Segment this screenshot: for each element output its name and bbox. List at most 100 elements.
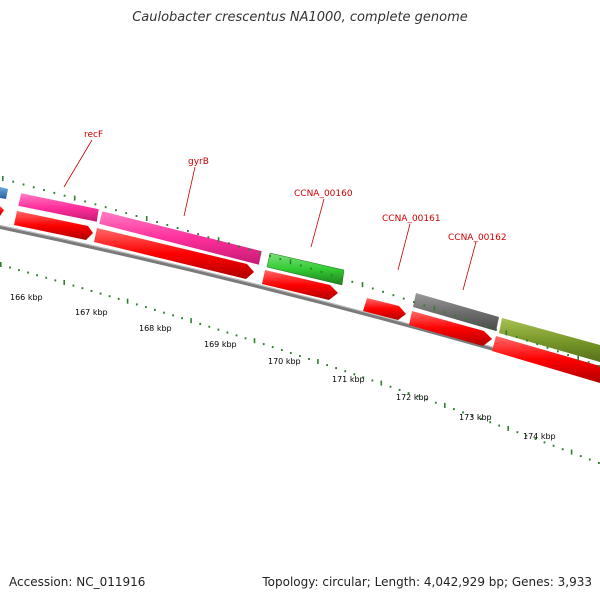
- minor-tick: [280, 349, 283, 351]
- minor-tick: [244, 337, 247, 340]
- cds-arrow-CCNA_00160: [262, 270, 338, 300]
- cds-arrow-olive: [492, 336, 600, 383]
- minor-tick: [197, 233, 199, 236]
- minor-tick: [474, 321, 477, 324]
- scale-label: 167 kbp: [75, 308, 108, 317]
- major-tick: [317, 359, 319, 364]
- gene-blue-segment: [0, 187, 8, 199]
- minor-tick: [22, 183, 25, 186]
- scale-label: 166 kbp: [10, 293, 43, 302]
- minor-tick: [90, 289, 93, 292]
- gene-label-CCNA_00161: CCNA_00161: [382, 214, 441, 224]
- minor-tick: [382, 290, 384, 293]
- minor-tick: [423, 304, 426, 307]
- minor-tick: [389, 385, 392, 388]
- gene-label-CCNA_00162: CCNA_00162: [448, 233, 507, 243]
- minor-tick: [561, 448, 564, 451]
- minor-tick: [464, 318, 467, 321]
- minor-tick: [238, 245, 241, 248]
- minor-tick: [12, 180, 15, 183]
- minor-tick: [546, 346, 549, 349]
- minor-tick: [416, 395, 419, 398]
- minor-tick: [54, 279, 57, 282]
- minor-tick: [525, 434, 528, 437]
- minor-tick: [392, 294, 395, 297]
- major-tick: [433, 305, 436, 311]
- minor-tick: [115, 209, 117, 212]
- major-tick: [253, 338, 256, 344]
- minor-tick: [271, 346, 274, 349]
- minor-tick: [543, 441, 546, 444]
- major-tick: [444, 402, 446, 408]
- minor-tick: [217, 328, 220, 331]
- scale-label: 168 kbp: [139, 324, 172, 333]
- minor-tick: [462, 411, 464, 414]
- minor-tick: [269, 254, 271, 257]
- minor-tick: [27, 271, 29, 274]
- minor-tick: [588, 458, 591, 461]
- major-tick: [73, 195, 76, 201]
- minor-tick: [187, 230, 189, 232]
- recF-leader: [63, 139, 93, 188]
- minor-tick: [63, 194, 66, 197]
- gene-recF-bar: [17, 192, 100, 223]
- major-tick: [361, 282, 364, 288]
- scale-label: 171 kbp: [332, 375, 365, 384]
- minor-tick: [84, 200, 86, 203]
- minor-tick: [443, 311, 446, 314]
- minor-tick: [135, 215, 138, 217]
- gene-olive-bar: [499, 318, 600, 362]
- CCNA_00162-leader: [462, 241, 477, 291]
- minor-tick: [371, 379, 374, 382]
- cds-arrow-recF: [14, 211, 93, 240]
- gyrB-leader: [183, 166, 196, 217]
- scale-label: 172 kbp: [396, 393, 429, 402]
- minor-tick: [163, 311, 165, 314]
- minor-tick: [36, 274, 38, 277]
- minor-tick: [145, 306, 147, 309]
- minor-tick: [172, 314, 174, 317]
- CCNA_00160-leader: [310, 198, 325, 248]
- CCNA_00161-leader: [397, 223, 411, 271]
- minor-tick: [300, 264, 302, 267]
- minor-tick: [480, 417, 482, 420]
- scale-label: 170 kbp: [268, 357, 301, 366]
- minor-tick: [353, 373, 356, 376]
- minor-tick: [567, 354, 569, 356]
- minor-tick: [308, 358, 310, 360]
- major-tick: [0, 262, 2, 267]
- minor-tick: [320, 271, 323, 273]
- minor-tick: [485, 325, 487, 328]
- cds-arrow-CCNA_00161: [363, 298, 406, 320]
- minor-tick: [9, 266, 11, 269]
- cds-arrow-gyrB: [94, 228, 254, 279]
- major-tick: [505, 330, 508, 336]
- minor-tick: [289, 352, 292, 354]
- major-tick: [570, 449, 573, 455]
- minor-tick: [552, 444, 555, 447]
- minor-tick: [398, 388, 401, 391]
- scale-tick-row: [0, 262, 600, 464]
- minor-tick: [498, 424, 501, 427]
- major-tick: [126, 298, 129, 304]
- minor-tick: [425, 398, 428, 401]
- cds-arrow-edge: [0, 206, 4, 216]
- minor-tick: [516, 431, 519, 434]
- major-tick: [145, 216, 148, 221]
- accession-text: Accession: NC_011916: [9, 575, 146, 589]
- minor-tick: [108, 295, 111, 298]
- scale-label: 169 kbp: [204, 340, 237, 349]
- minor-tick: [154, 308, 156, 311]
- minor-tick: [536, 343, 539, 346]
- cds-arrow-CCNA_00162: [409, 311, 492, 346]
- minor-tick: [208, 325, 211, 328]
- minor-tick: [43, 189, 45, 192]
- minor-tick: [299, 355, 301, 357]
- minor-tick: [207, 236, 210, 239]
- minor-tick: [156, 221, 158, 223]
- minor-tick: [199, 322, 202, 325]
- minor-tick: [371, 287, 374, 290]
- minor-tick: [228, 242, 230, 245]
- minor-tick: [32, 186, 35, 189]
